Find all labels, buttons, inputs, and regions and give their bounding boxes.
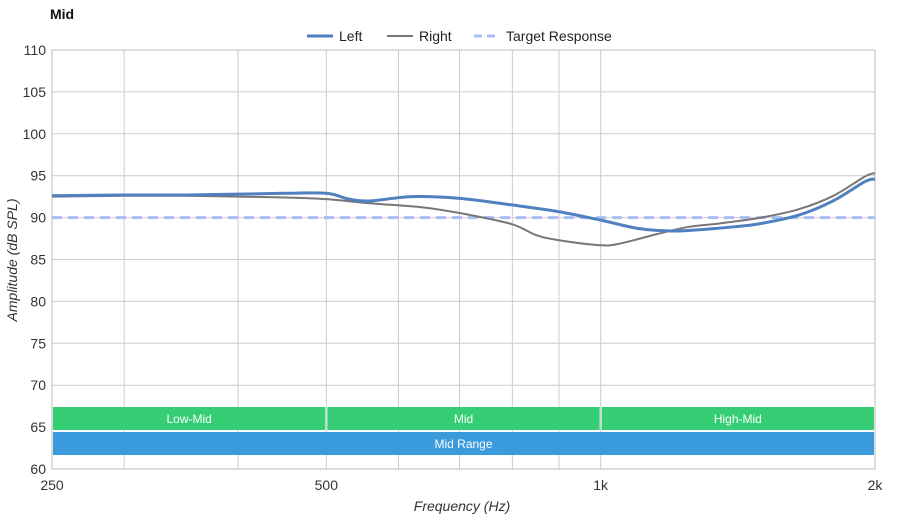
y-tick-label: 105 bbox=[23, 84, 47, 100]
series-line-right bbox=[51, 172, 876, 247]
tick-labels: 60 65 70 75 80 85 90 95 100 105 110 250 500 1k 2k bbox=[23, 42, 884, 493]
band-label: Low-Mid bbox=[166, 412, 211, 426]
y-tick-label: 75 bbox=[30, 335, 46, 351]
y-tick-label: 100 bbox=[23, 126, 47, 142]
band-high-mid bbox=[601, 407, 874, 430]
series-lines bbox=[51, 172, 876, 247]
y-tick-label: 110 bbox=[24, 42, 47, 58]
band-mid-range bbox=[53, 432, 874, 455]
grid bbox=[51, 49, 876, 470]
band-label: Mid Range bbox=[434, 437, 492, 451]
legend-label: Target Response bbox=[506, 28, 612, 44]
y-axis-title: Amplitude (dB SPL) bbox=[4, 199, 20, 323]
legend-label: Left bbox=[339, 28, 362, 44]
band-label: High-Mid bbox=[714, 412, 762, 426]
plot-frame bbox=[51, 49, 876, 470]
y-tick-label: 90 bbox=[30, 210, 46, 226]
x-tick-label: 1k bbox=[593, 477, 609, 493]
chart-title: Mid bbox=[50, 6, 75, 22]
y-tick-label: 95 bbox=[30, 168, 46, 184]
y-tick-label: 70 bbox=[30, 377, 46, 393]
legend-label: Right bbox=[419, 28, 452, 44]
y-tick-label: 60 bbox=[30, 461, 46, 477]
x-tick-label: 250 bbox=[40, 477, 64, 493]
band-low-mid bbox=[53, 407, 326, 430]
legend: Left Right Target Response bbox=[307, 28, 612, 44]
band-mid bbox=[327, 407, 600, 430]
frequency-bands: Low-Mid Mid High-Mid Mid Range bbox=[53, 407, 874, 455]
x-tick-label: 500 bbox=[315, 477, 339, 493]
x-tick-label: 2k bbox=[868, 477, 884, 493]
series-line-left bbox=[51, 177, 876, 233]
band-label: Mid bbox=[454, 412, 473, 426]
y-tick-label: 80 bbox=[30, 293, 46, 309]
x-axis-title: Frequency (Hz) bbox=[414, 498, 510, 514]
y-tick-label: 85 bbox=[30, 252, 46, 268]
y-tick-label: 65 bbox=[30, 419, 46, 435]
